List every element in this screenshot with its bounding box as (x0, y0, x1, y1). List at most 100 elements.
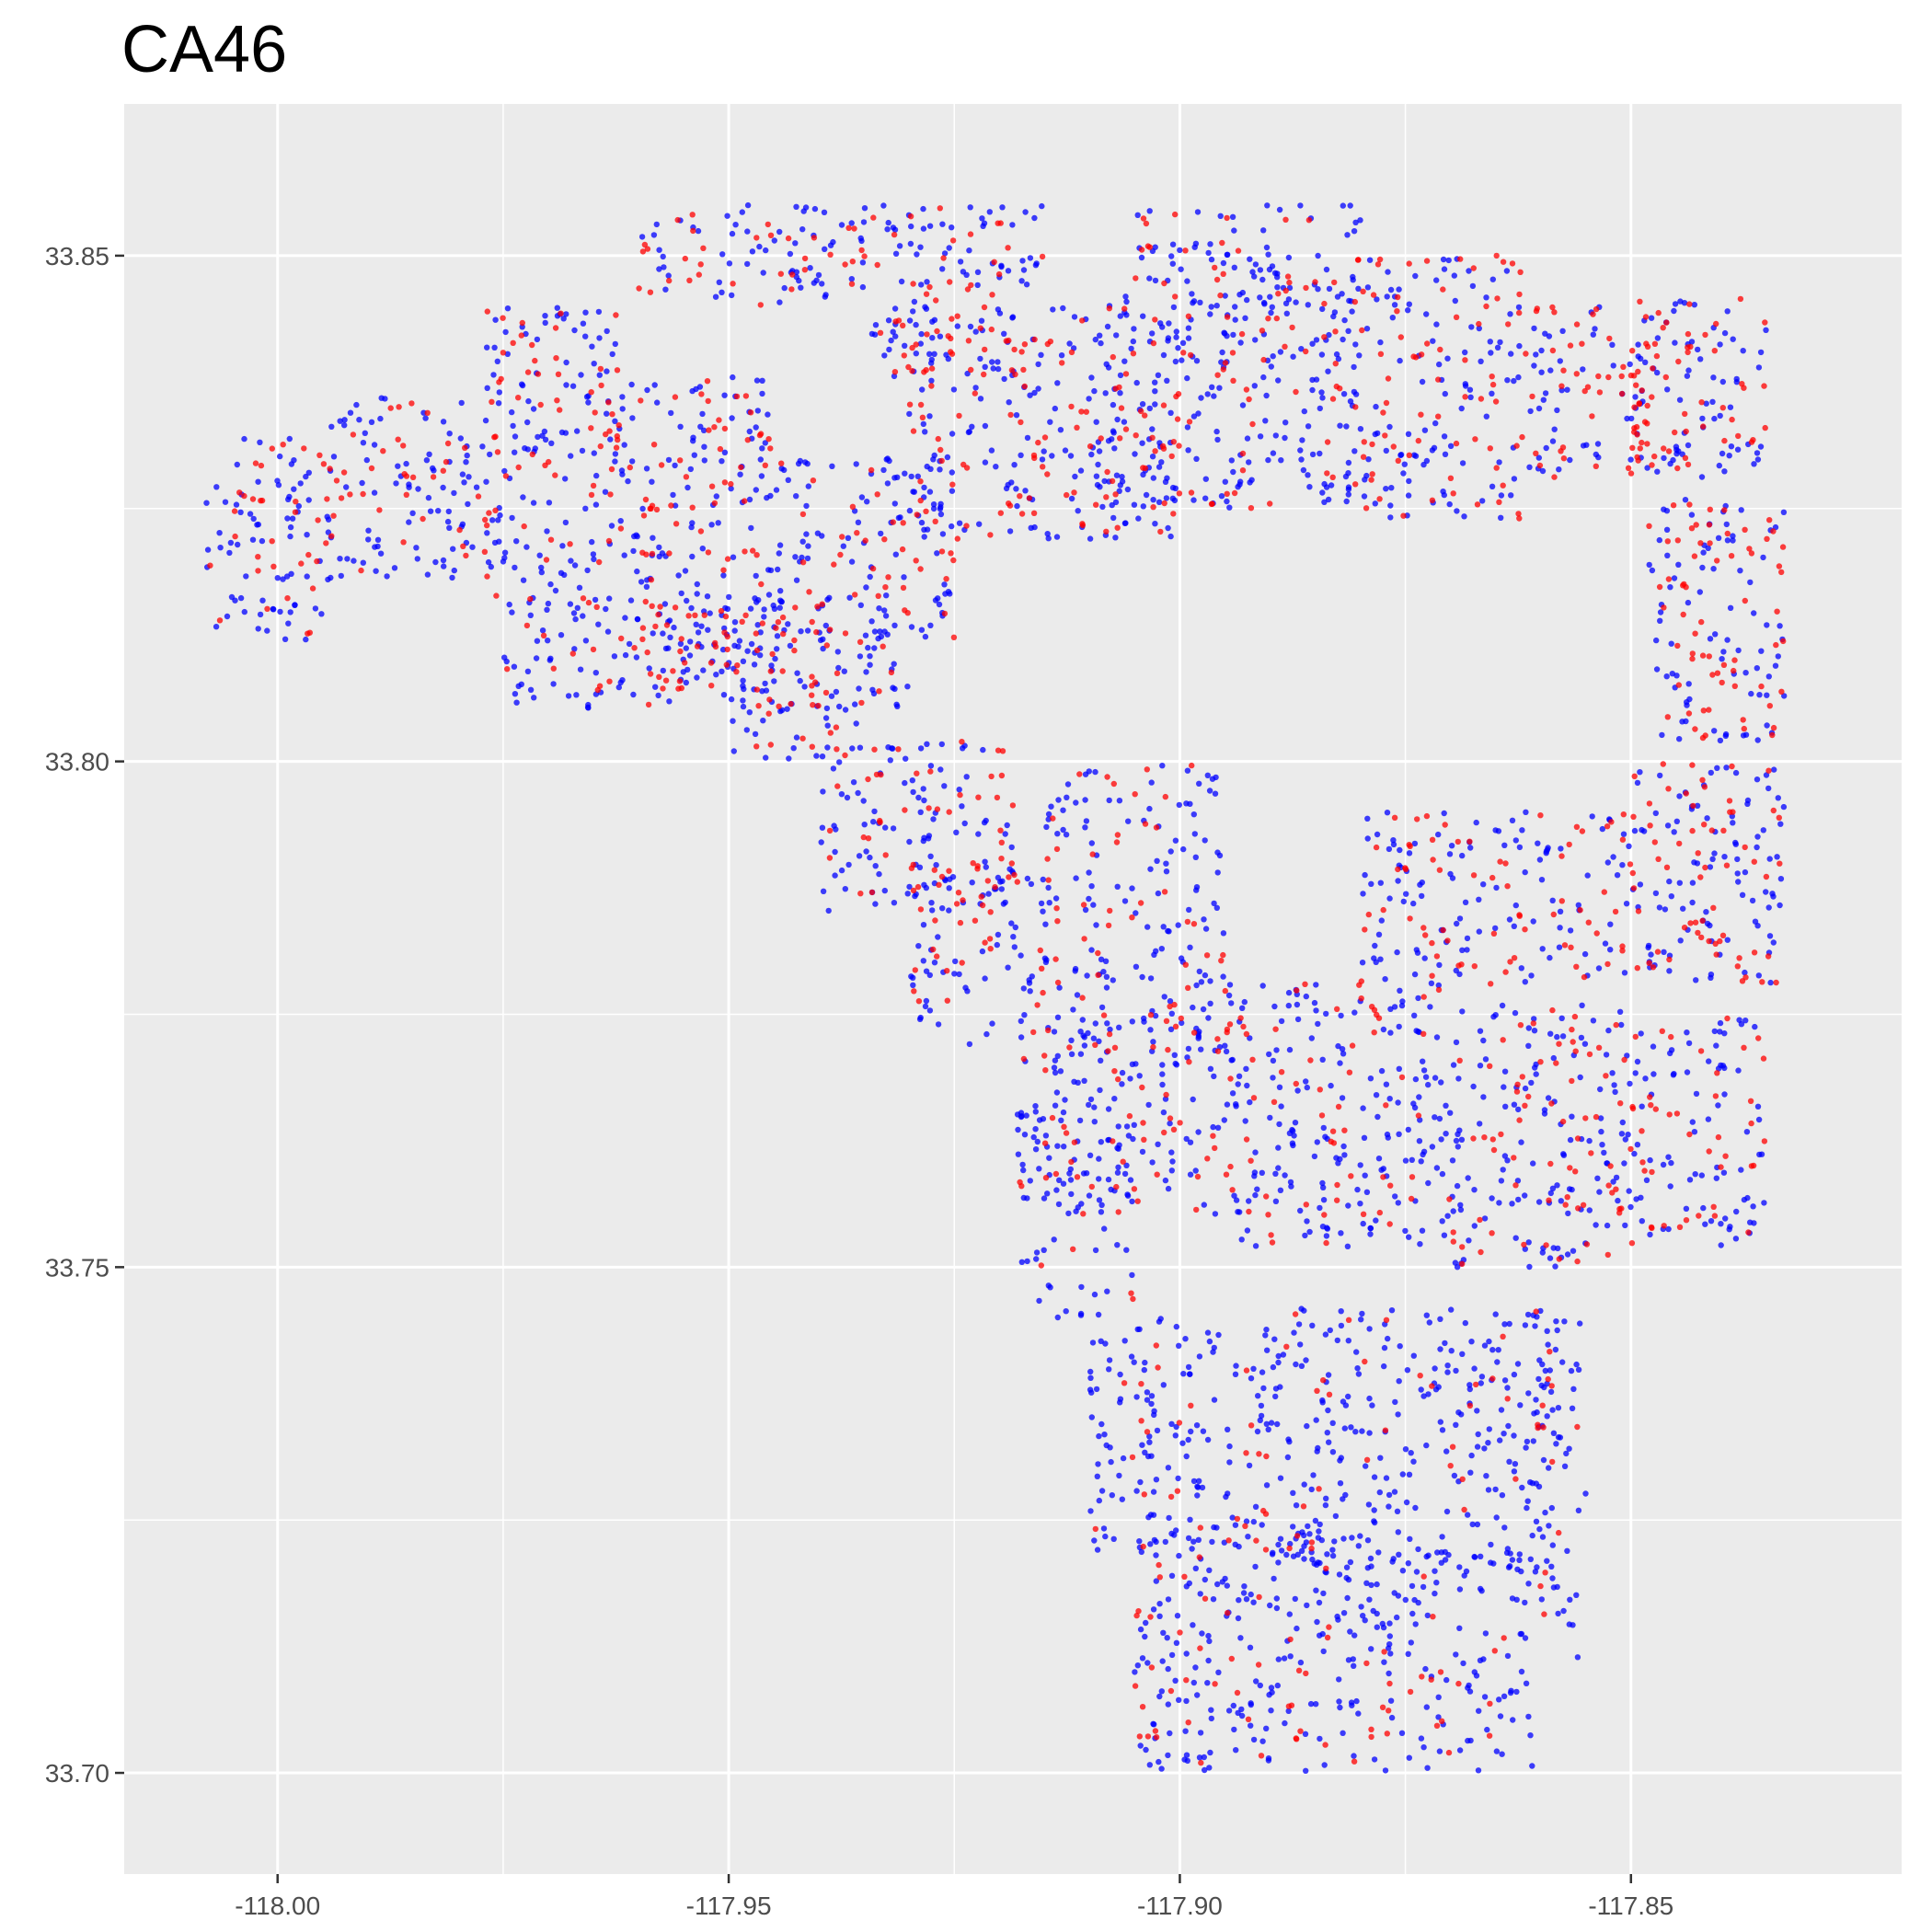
data-point (1687, 920, 1694, 926)
data-point (1002, 831, 1008, 837)
data-point (766, 696, 773, 703)
data-point (834, 783, 841, 789)
data-point (1780, 509, 1788, 515)
data-point (1332, 1512, 1340, 1520)
data-point (1128, 1290, 1134, 1296)
data-point (1628, 415, 1635, 422)
data-point (1121, 358, 1128, 364)
data-point (1113, 839, 1121, 845)
data-point (1041, 448, 1047, 454)
data-point (1374, 831, 1381, 838)
data-point (1204, 772, 1212, 778)
data-point (997, 827, 1004, 834)
data-point (851, 225, 857, 232)
data-point (810, 702, 816, 708)
data-point (1359, 960, 1366, 966)
data-point (1293, 299, 1299, 305)
data-point (1396, 1131, 1402, 1138)
data-point (1022, 209, 1029, 215)
data-point (1360, 1211, 1367, 1218)
data-point (726, 260, 733, 267)
data-point (609, 411, 615, 418)
data-point (1334, 1181, 1340, 1189)
data-point (810, 477, 817, 484)
data-point (1388, 1714, 1396, 1721)
data-point (1006, 337, 1012, 344)
data-point (934, 550, 940, 557)
data-point (1315, 1444, 1321, 1452)
data-point (1162, 793, 1169, 800)
data-point (910, 281, 916, 287)
data-point (1168, 1572, 1176, 1580)
data-point (1387, 286, 1395, 293)
data-point (924, 526, 931, 533)
data-point (1253, 1678, 1259, 1685)
data-point (1285, 1002, 1293, 1009)
data-point (995, 747, 1002, 753)
data-point (798, 628, 804, 635)
data-point (1340, 1398, 1347, 1405)
data-point (910, 861, 916, 868)
data-point (1552, 1263, 1558, 1270)
data-point (1367, 1075, 1374, 1082)
data-point (1196, 780, 1202, 787)
data-point (1386, 1620, 1393, 1627)
data-point (328, 533, 335, 539)
data-point (303, 473, 309, 480)
data-point (1602, 940, 1609, 947)
data-point (813, 628, 820, 636)
data-point (1023, 282, 1030, 288)
data-point (1331, 279, 1338, 286)
data-point (1707, 864, 1714, 870)
data-point (1086, 1101, 1092, 1109)
data-point (1302, 981, 1308, 988)
data-point (1504, 1385, 1511, 1391)
data-point (1057, 1068, 1064, 1075)
data-point (1297, 447, 1304, 454)
data-point (213, 484, 220, 490)
data-point (387, 405, 394, 411)
data-point (821, 209, 828, 215)
data-point (690, 227, 696, 235)
data-point (1298, 346, 1305, 352)
data-point (1177, 1629, 1183, 1636)
data-point (515, 395, 522, 401)
data-point (1392, 1398, 1398, 1406)
data-point (999, 748, 1006, 754)
data-point (923, 305, 930, 312)
data-point (1319, 1056, 1326, 1064)
data-point (1259, 1169, 1266, 1177)
plot-panel (124, 104, 1902, 1874)
data-point (1545, 1095, 1552, 1101)
data-point (1590, 331, 1597, 338)
data-point (891, 900, 898, 906)
data-point (1422, 932, 1429, 938)
data-point (567, 601, 574, 607)
data-point (1343, 1574, 1350, 1581)
data-point (1251, 273, 1258, 280)
data-point (689, 553, 696, 560)
data-point (1185, 313, 1192, 319)
data-point (422, 415, 429, 421)
data-point (333, 477, 340, 484)
data-point (1360, 1105, 1366, 1111)
data-point (1723, 765, 1730, 771)
data-point (1208, 1707, 1214, 1713)
data-point (1660, 761, 1667, 767)
data-point (1545, 1375, 1551, 1383)
data-point (1242, 315, 1248, 321)
data-point (1024, 1258, 1030, 1265)
data-point (763, 754, 769, 761)
data-point (1340, 1496, 1346, 1502)
data-point (527, 595, 534, 603)
data-point (1727, 404, 1734, 410)
data-point (625, 477, 631, 485)
data-point (1335, 355, 1342, 362)
data-point (1281, 1655, 1288, 1662)
data-point (1372, 942, 1378, 949)
data-point (1504, 883, 1511, 890)
x-tick-label: -118.00 (235, 1892, 320, 1920)
data-point (622, 615, 628, 621)
data-point (1346, 1069, 1353, 1075)
data-point (1076, 1117, 1084, 1124)
